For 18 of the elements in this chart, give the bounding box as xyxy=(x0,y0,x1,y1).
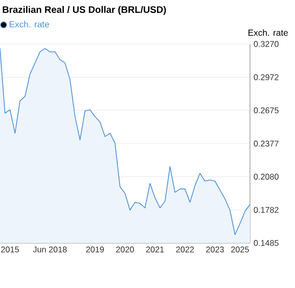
y-tick-label: 0.2675 xyxy=(254,107,279,114)
x-tick-label: 2021 xyxy=(146,246,164,252)
y-axis-title: Exch. rate xyxy=(248,29,288,36)
y-tick-label: 0.3270 xyxy=(254,41,279,47)
x-tick-label: 2025 xyxy=(231,246,249,252)
y-tick-label: 0.1485 xyxy=(254,240,279,246)
y-tick-label: 0.1782 xyxy=(254,206,278,213)
chart-title: Brazilian Real / US Dollar (BRL/USD) xyxy=(2,6,166,15)
x-tick-label: 2020 xyxy=(116,246,134,252)
y-tick-label: 0.2377 xyxy=(254,140,278,146)
x-tick-label: 2015 xyxy=(1,246,19,252)
x-tick-label: 2019 xyxy=(86,246,104,252)
x-tick-label: 2022 xyxy=(176,246,194,252)
x-tick-label: 2023 xyxy=(206,246,224,252)
y-tick-label: 0.2972 xyxy=(254,74,278,80)
legend-label: Exch. rate xyxy=(10,20,50,28)
y-tick-label: 0.2080 xyxy=(254,174,279,180)
x-tick-label: Jun 2018 xyxy=(33,246,67,252)
